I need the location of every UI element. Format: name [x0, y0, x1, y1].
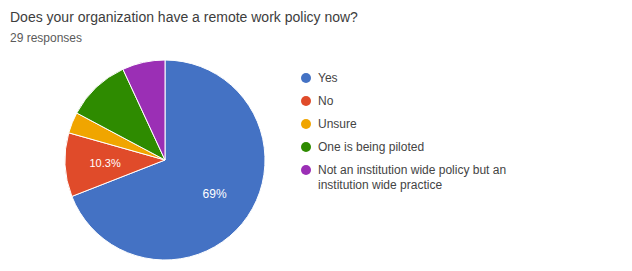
legend-item: One is being piloted: [301, 140, 424, 154]
legend-label-line: One is being piloted: [318, 140, 424, 154]
legend-item: Unsure: [301, 117, 357, 131]
slice-labels: 69% 10.3%: [89, 157, 226, 201]
slice: [72, 60, 265, 260]
data-label: 10.3%: [89, 157, 120, 169]
legend-label: Unsure: [318, 117, 357, 131]
chart: Does your organization have a remote wor…: [0, 0, 632, 271]
legend-label-line: Yes: [318, 71, 338, 85]
legend-swatch: [301, 165, 311, 175]
legend: Yes No Unsure One is being piloted Not an in…: [301, 71, 506, 192]
legend-label: No: [318, 94, 334, 108]
legend-label-line: Not an institution wide policy but an: [318, 163, 506, 177]
legend-label: One is being piloted: [318, 140, 424, 154]
legend-label-line: Unsure: [318, 117, 357, 131]
legend-label-line: No: [318, 94, 334, 108]
legend-item: No: [301, 94, 334, 108]
pie: [65, 60, 265, 260]
legend-item: Not an institution wide policy but anins…: [301, 163, 506, 192]
legend-swatch: [301, 142, 311, 152]
title: Does your organization have a remote wor…: [10, 9, 358, 25]
subtitle: 29 responses: [10, 31, 82, 45]
legend-label-line: institution wide practice: [318, 178, 442, 192]
legend-swatch: [301, 73, 311, 83]
legend-item: Yes: [301, 71, 338, 85]
legend-label: Not an institution wide policy but anins…: [318, 163, 506, 192]
legend-swatch: [301, 96, 311, 106]
legend-label: Yes: [318, 71, 338, 85]
data-label: 69%: [203, 187, 227, 201]
slice: [123, 60, 165, 160]
legend-swatch: [301, 119, 311, 129]
